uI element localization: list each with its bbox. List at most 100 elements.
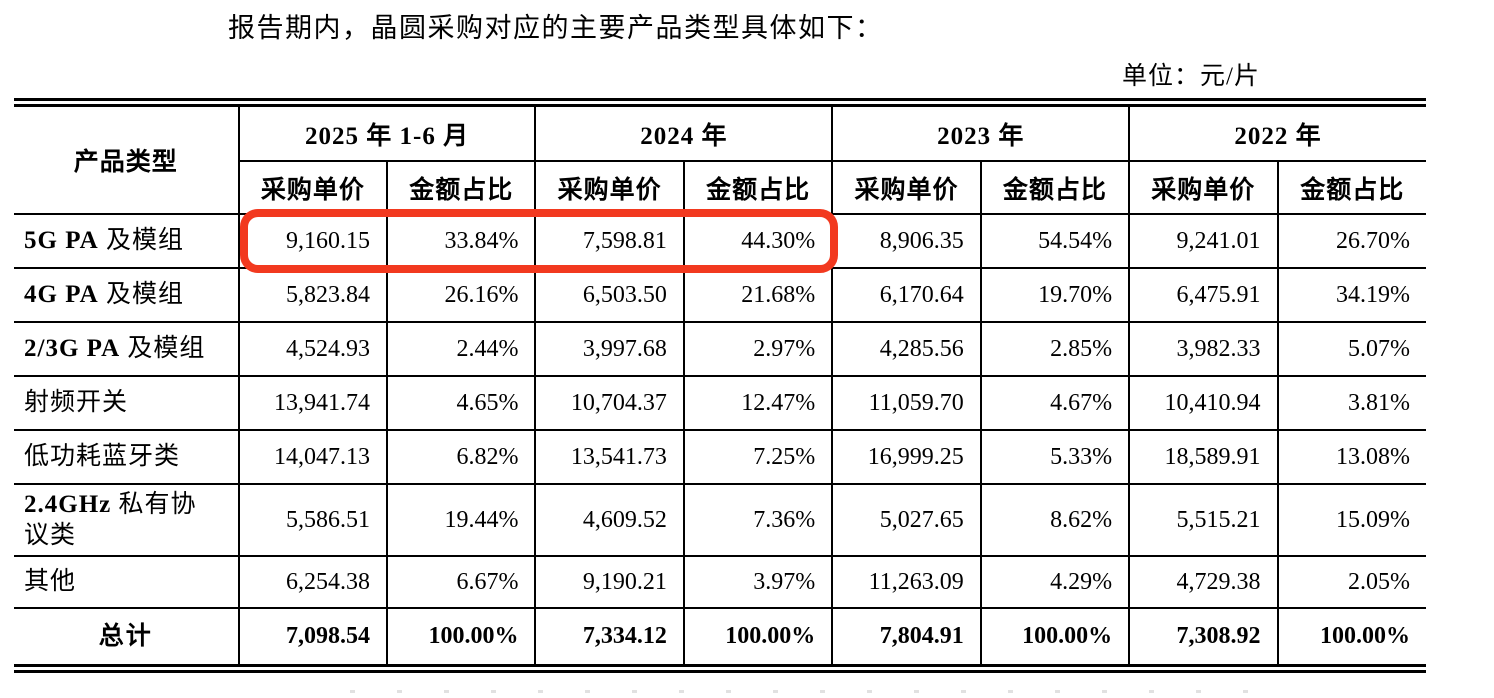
table-bottom-double-rule (14, 664, 1426, 673)
value-cell: 3.81% (1276, 375, 1426, 431)
total-value-cell: 7,804.91 (831, 607, 982, 664)
product-cell: 低功耗蓝牙类 (14, 429, 240, 485)
subheader-amount-share: 金额占比 (682, 160, 834, 215)
value-cell: 2.44% (386, 321, 537, 377)
value-cell: 16,999.25 (831, 429, 982, 485)
product-cell: 射频开关 (14, 375, 240, 431)
total-value-cell: 100.00% (979, 607, 1131, 664)
table-row: 4G PA 及模组 5,823.84 26.16% 6,503.50 21.68% 6,1… (14, 267, 1426, 323)
table-row: 5G PA 及模组 9,160.15 33.84% 7,598.81 44.30% 8,9… (14, 213, 1426, 269)
value-cell: 4.29% (979, 555, 1131, 609)
value-cell: 13,541.73 (534, 429, 685, 485)
table-row: 低功耗蓝牙类 14,047.13 6.82% 13,541.73 7.25% 16,999… (14, 429, 1426, 485)
value-cell: 10,704.37 (534, 375, 685, 431)
value-cell: 19.70% (979, 267, 1131, 323)
value-cell: 8.62% (979, 483, 1131, 557)
value-cell: 26.70% (1276, 213, 1426, 269)
value-cell: 9,241.01 (1128, 213, 1279, 269)
value-cell: 15.09% (1276, 483, 1426, 557)
value-cell: 10,410.94 (1128, 375, 1279, 431)
total-label-cell: 总计 (14, 607, 240, 664)
table-body: 5G PA 及模组 9,160.15 33.84% 7,598.81 44.30% 8,9… (14, 213, 1426, 664)
value-cell: 2.85% (979, 321, 1131, 377)
value-cell: 14,047.13 (237, 429, 389, 485)
value-cell: 5,027.65 (831, 483, 982, 557)
value-cell: 7.25% (682, 429, 834, 485)
value-cell: 3.97% (682, 555, 834, 609)
period-header-2024: 2024 年 (534, 107, 834, 162)
period-header-2023: 2023 年 (831, 107, 1131, 162)
total-value-cell: 7,308.92 (1128, 607, 1279, 664)
value-cell: 4.67% (979, 375, 1131, 431)
clipped-next-line-remnant (350, 690, 1250, 693)
value-cell: 4,609.52 (534, 483, 685, 557)
period-header-2025h1: 2025 年 1-6 月 (237, 107, 537, 162)
value-cell: 5,823.84 (237, 267, 389, 323)
product-type-column-header: 产品类型 (14, 107, 240, 215)
value-cell: 6.82% (386, 429, 537, 485)
value-cell: 7.36% (682, 483, 834, 557)
value-cell: 2.97% (682, 321, 834, 377)
period-header-2022: 2022 年 (1128, 107, 1426, 162)
unit-label: 单位：元/片 (1122, 63, 1260, 90)
value-cell: 5,586.51 (237, 483, 389, 557)
value-cell: 13,941.74 (237, 375, 389, 431)
total-row: 总计 7,098.54 100.00% 7,334.12 100.00% 7,804.91… (14, 607, 1426, 664)
value-cell: 4.65% (386, 375, 537, 431)
value-cell: 6,254.38 (237, 555, 389, 609)
table-top-double-rule (14, 98, 1426, 107)
subheader-amount-share: 金额占比 (979, 160, 1131, 215)
value-cell: 19.44% (386, 483, 537, 557)
subheader-amount-share: 金额占比 (386, 160, 537, 215)
value-cell: 4,285.56 (831, 321, 982, 377)
value-cell: 11,263.09 (831, 555, 982, 609)
total-value-cell: 100.00% (386, 607, 537, 664)
table-row: 其他 6,254.38 6.67% 9,190.21 3.97% 11,263.09 4.2… (14, 555, 1426, 609)
value-cell: 44.30% (682, 213, 834, 269)
value-cell: 21.68% (682, 267, 834, 323)
intro-text: 报告期内，晶圆采购对应的主要产品类型具体如下： (228, 13, 884, 43)
value-cell: 4,729.38 (1128, 555, 1279, 609)
product-cell: 2.4GHz 私有协 议类 (14, 483, 240, 557)
subheader-unit-price: 采购单价 (534, 160, 685, 215)
subheader-unit-price: 采购单价 (238, 160, 389, 215)
subheader-unit-price: 采购单价 (831, 160, 982, 215)
total-value-cell: 100.00% (1276, 607, 1426, 664)
value-cell: 9,190.21 (534, 555, 685, 609)
table-row: 2/3G PA 及模组 4,524.93 2.44% 3,997.68 2.97% 4,2… (14, 321, 1426, 377)
value-cell: 18,589.91 (1128, 429, 1279, 485)
value-cell: 3,982.33 (1128, 321, 1279, 377)
subheader-amount-share: 金额占比 (1276, 160, 1426, 215)
product-cell: 其他 (14, 555, 240, 609)
total-value-cell: 7,334.12 (534, 607, 685, 664)
value-cell: 33.84% (386, 213, 537, 269)
value-cell: 8,906.35 (831, 213, 982, 269)
table-row: 射频开关 13,941.74 4.65% 10,704.37 12.47% 11,059.… (14, 375, 1426, 431)
product-type-table: 产品类型 2025 年 1-6 月 2024 年 2023 年 2022 年 采… (14, 107, 1426, 664)
subheader-unit-price: 采购单价 (1128, 160, 1279, 215)
value-cell: 6,503.50 (534, 267, 685, 323)
value-cell: 7,598.81 (534, 213, 685, 269)
value-cell: 6.67% (386, 555, 537, 609)
value-cell: 6,170.64 (831, 267, 982, 323)
value-cell: 5.33% (979, 429, 1131, 485)
product-cell: 2/3G PA 及模组 (14, 321, 240, 377)
value-cell: 2.05% (1276, 555, 1426, 609)
value-cell: 9,160.15 (237, 213, 389, 269)
value-cell: 54.54% (979, 213, 1131, 269)
value-cell: 13.08% (1276, 429, 1426, 485)
product-cell: 5G PA 及模组 (14, 213, 240, 269)
procurement-table: 产品类型 2025 年 1-6 月 2024 年 2023 年 2022 年 采… (14, 98, 1426, 673)
value-cell: 6,475.91 (1128, 267, 1279, 323)
value-cell: 5.07% (1276, 321, 1426, 377)
value-cell: 34.19% (1276, 267, 1426, 323)
value-cell: 3,997.68 (534, 321, 685, 377)
total-value-cell: 100.00% (682, 607, 834, 664)
total-value-cell: 7,098.54 (237, 607, 389, 664)
value-cell: 5,515.21 (1128, 483, 1279, 557)
value-cell: 26.16% (386, 267, 537, 323)
value-cell: 12.47% (682, 375, 834, 431)
value-cell: 4,524.93 (237, 321, 389, 377)
table-row: 2.4GHz 私有协 议类 5,586.51 19.44% 4,609.52 7.36%… (14, 483, 1426, 557)
value-cell: 11,059.70 (831, 375, 982, 431)
